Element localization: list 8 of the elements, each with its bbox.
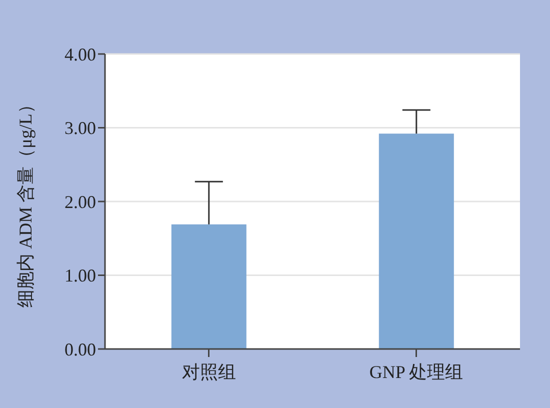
y-tick-label: 1.00 (64, 266, 96, 286)
x-tick-label: GNP 处理组 (369, 362, 464, 382)
y-tick-label: 4.00 (64, 44, 96, 64)
x-tick-label: 对照组 (182, 362, 236, 382)
y-tick-label: 0.00 (64, 339, 96, 360)
y-tick-label: 3.00 (64, 118, 96, 138)
y-tick-label: 2.00 (64, 192, 96, 212)
y-axis-title: 细胞内 ADM 含量（μg/L） (15, 96, 36, 308)
